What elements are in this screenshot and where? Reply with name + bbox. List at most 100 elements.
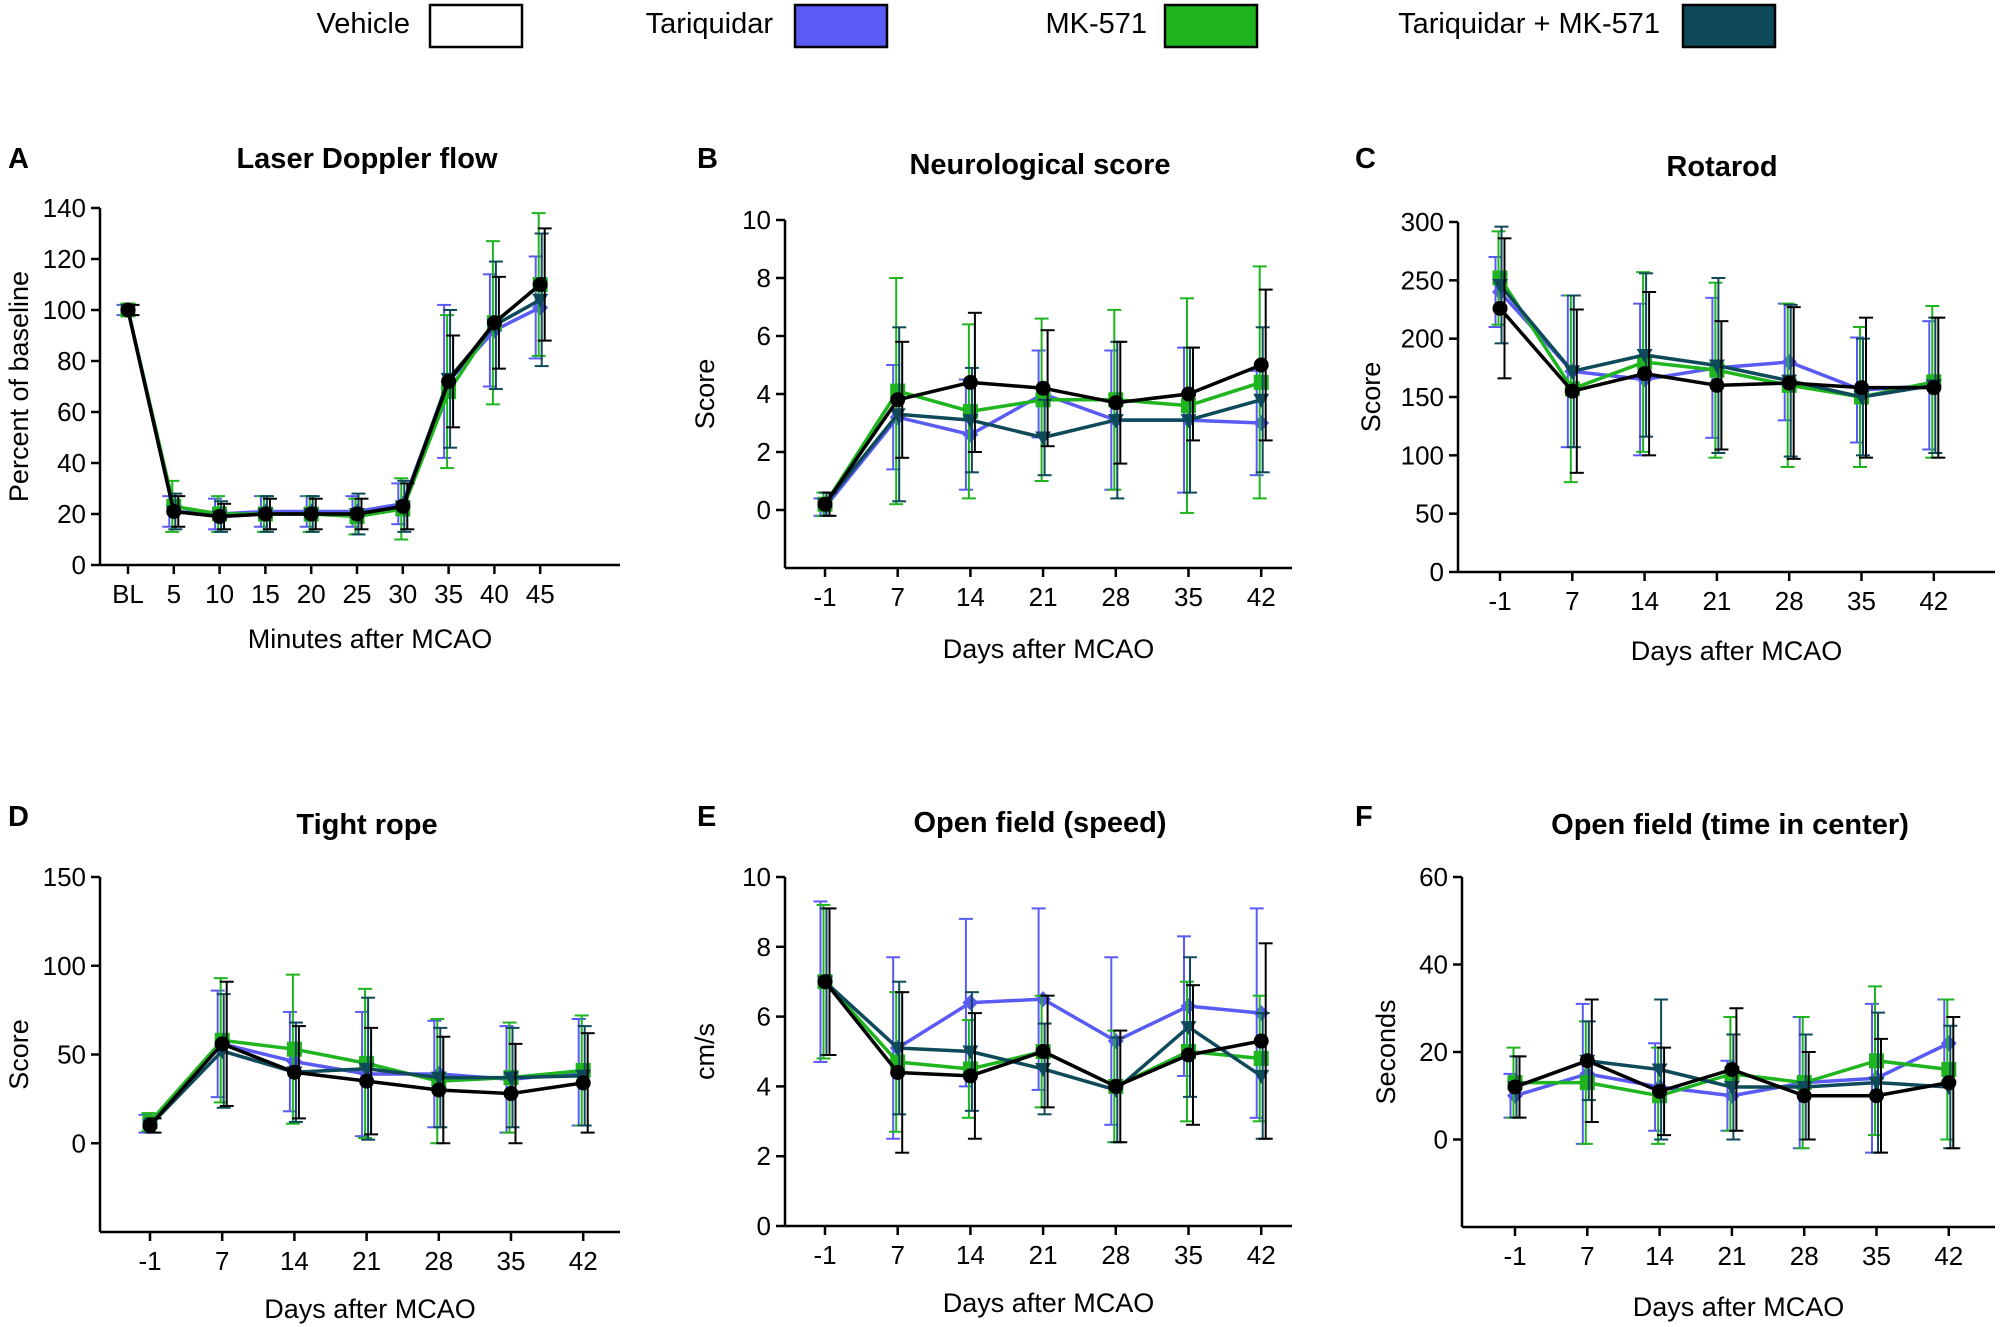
- x-tick-label-c: 7: [1565, 586, 1579, 616]
- x-axis-title-f: Days after MCAO: [1633, 1292, 1845, 1322]
- x-tick-label-a: 25: [343, 579, 372, 609]
- legend-label-tariquidar: Tariquidar: [646, 8, 774, 40]
- y-tick-label-a: 80: [57, 346, 86, 376]
- data-point-b-vehicle: [1181, 386, 1196, 402]
- x-axis-title-a: Minutes after MCAO: [248, 624, 493, 654]
- x-tick-label-d: 7: [215, 1246, 229, 1276]
- data-point-b-vehicle: [1108, 395, 1124, 411]
- data-point-a-vehicle: [303, 506, 319, 522]
- panel-title-c: Rotarod: [1666, 151, 1777, 183]
- x-tick-label-b: 35: [1174, 582, 1203, 612]
- x-tick-label-b: -1: [813, 582, 836, 612]
- series-d-tariquidar-mk-571: [142, 993, 592, 1141]
- y-tick-label-e: 6: [757, 1002, 771, 1032]
- x-tick-label-e: 28: [1101, 1240, 1130, 1270]
- y-tick-label-e: 8: [757, 932, 771, 962]
- y-tick-label-a: 140: [43, 193, 86, 223]
- data-point-a-vehicle: [349, 506, 365, 522]
- data-point-e-vehicle: [962, 1068, 978, 1084]
- series-c-vehicle: [1492, 237, 1946, 474]
- data-point-d-vehicle: [359, 1073, 375, 1089]
- x-tick-label-b: 21: [1029, 582, 1058, 612]
- data-point-b-vehicle: [962, 374, 978, 390]
- data-point-e-vehicle: [890, 1064, 906, 1080]
- x-tick-label-b: 28: [1101, 582, 1130, 612]
- series-e-vehicle: [817, 907, 1273, 1154]
- y-tick-label-a: 60: [57, 397, 86, 427]
- y-tick-label-b: 8: [757, 263, 771, 293]
- data-point-f-tariquidar: [1940, 1035, 1957, 1052]
- y-tick-label-b: 10: [742, 205, 771, 235]
- x-tick-label-e: -1: [813, 1240, 836, 1270]
- y-tick-label-d: 50: [57, 1040, 86, 1070]
- data-point-d-vehicle: [142, 1118, 158, 1133]
- data-point-f-vehicle: [1941, 1075, 1957, 1091]
- data-point-c-vehicle: [1637, 366, 1653, 382]
- x-tick-label-e: 21: [1029, 1240, 1058, 1270]
- y-tick-label-a: 40: [57, 448, 86, 478]
- y-tick-label-c: 50: [1415, 499, 1444, 529]
- data-point-b-tariquidar: [962, 426, 979, 443]
- data-point-e-tariquidar: [1107, 1033, 1124, 1050]
- x-tick-label-b: 7: [890, 582, 904, 612]
- x-tick-label-e: 14: [956, 1240, 985, 1270]
- x-tick-label-a: 15: [251, 579, 280, 609]
- x-tick-label-d: 14: [280, 1246, 309, 1276]
- data-point-d-vehicle: [431, 1082, 447, 1098]
- y-tick-label-a: 20: [57, 499, 86, 529]
- x-tick-label-a: 40: [480, 579, 509, 609]
- series-a-vehicle: [120, 227, 552, 531]
- x-axis-title-c: Days after MCAO: [1631, 636, 1843, 666]
- x-tick-label-a: 5: [167, 579, 181, 609]
- panel-e: E Open field (speed) 0 2 4 6 8 10 -1 7 14 21 28 35 42 D…: [690, 801, 1292, 1318]
- legend: Vehicle Tariquidar MK-571 Tariquidar + M…: [316, 3, 1777, 49]
- y-tick-label-a: 100: [43, 295, 86, 325]
- y-tick-label-c: 200: [1401, 324, 1444, 354]
- legend-swatch-mk571: [1163, 3, 1259, 49]
- y-tick-label-d: 150: [43, 862, 86, 892]
- y-axis-title-e: cm/s: [690, 1023, 720, 1080]
- y-tick-label-b: 6: [757, 321, 771, 351]
- y-tick-label-b: 2: [757, 437, 771, 467]
- y-tick-label-d: 0: [72, 1128, 86, 1158]
- x-tick-label-e: 7: [890, 1240, 904, 1270]
- x-tick-label-c: 28: [1775, 586, 1804, 616]
- data-point-e-vehicle: [1035, 1044, 1051, 1059]
- x-axis-title-e: Days after MCAO: [943, 1288, 1155, 1318]
- series-c-tariquidar-mk-571: [1492, 225, 1943, 458]
- x-tick-label-d: 35: [497, 1246, 526, 1276]
- y-tick-label-e: 2: [757, 1141, 771, 1171]
- data-point-a-vehicle: [257, 506, 273, 522]
- panel-letter-a: A: [8, 143, 29, 175]
- series-line-a-tariquidar-mk-571: [126, 298, 542, 519]
- legend-label-combination: Tariquidar + MK-571: [1398, 8, 1660, 40]
- panel-letter-b: B: [697, 143, 718, 175]
- data-point-a-vehicle: [120, 302, 136, 318]
- series-line-b-tariquidar-mk-571: [823, 398, 1262, 506]
- data-point-d-vehicle: [575, 1075, 591, 1091]
- data-point-f-vehicle: [1579, 1053, 1595, 1069]
- panel-title-d: Tight rope: [296, 809, 437, 841]
- series-line-a-mk-571: [126, 283, 542, 519]
- panel-title-a: Laser Doppler flow: [236, 143, 497, 175]
- x-tick-label-a: 45: [526, 579, 555, 609]
- data-point-c-vehicle: [1709, 377, 1725, 393]
- y-tick-label-c: 100: [1401, 440, 1444, 470]
- panel-title-f: Open field (time in center): [1551, 809, 1909, 841]
- data-point-b-vehicle: [817, 496, 833, 512]
- legend-label-vehicle: Vehicle: [316, 8, 410, 40]
- data-point-c-vehicle: [1926, 380, 1942, 396]
- y-tick-label-a: 0: [72, 550, 86, 580]
- data-point-e-vehicle: [817, 974, 833, 990]
- data-point-f-vehicle: [1652, 1083, 1668, 1099]
- data-point-e-tariquidar-mk-571: [1253, 1069, 1270, 1084]
- x-tick-label-a: 35: [434, 579, 463, 609]
- panel-title-e: Open field (speed): [914, 807, 1167, 839]
- y-axis-title-a: Percent of baseline: [4, 271, 34, 502]
- data-point-a-vehicle: [166, 503, 182, 519]
- series-b-vehicle: [817, 288, 1273, 517]
- data-point-d-vehicle: [286, 1064, 302, 1080]
- x-tick-label-f: 35: [1862, 1241, 1891, 1271]
- panel-title-b: Neurological score: [909, 149, 1170, 181]
